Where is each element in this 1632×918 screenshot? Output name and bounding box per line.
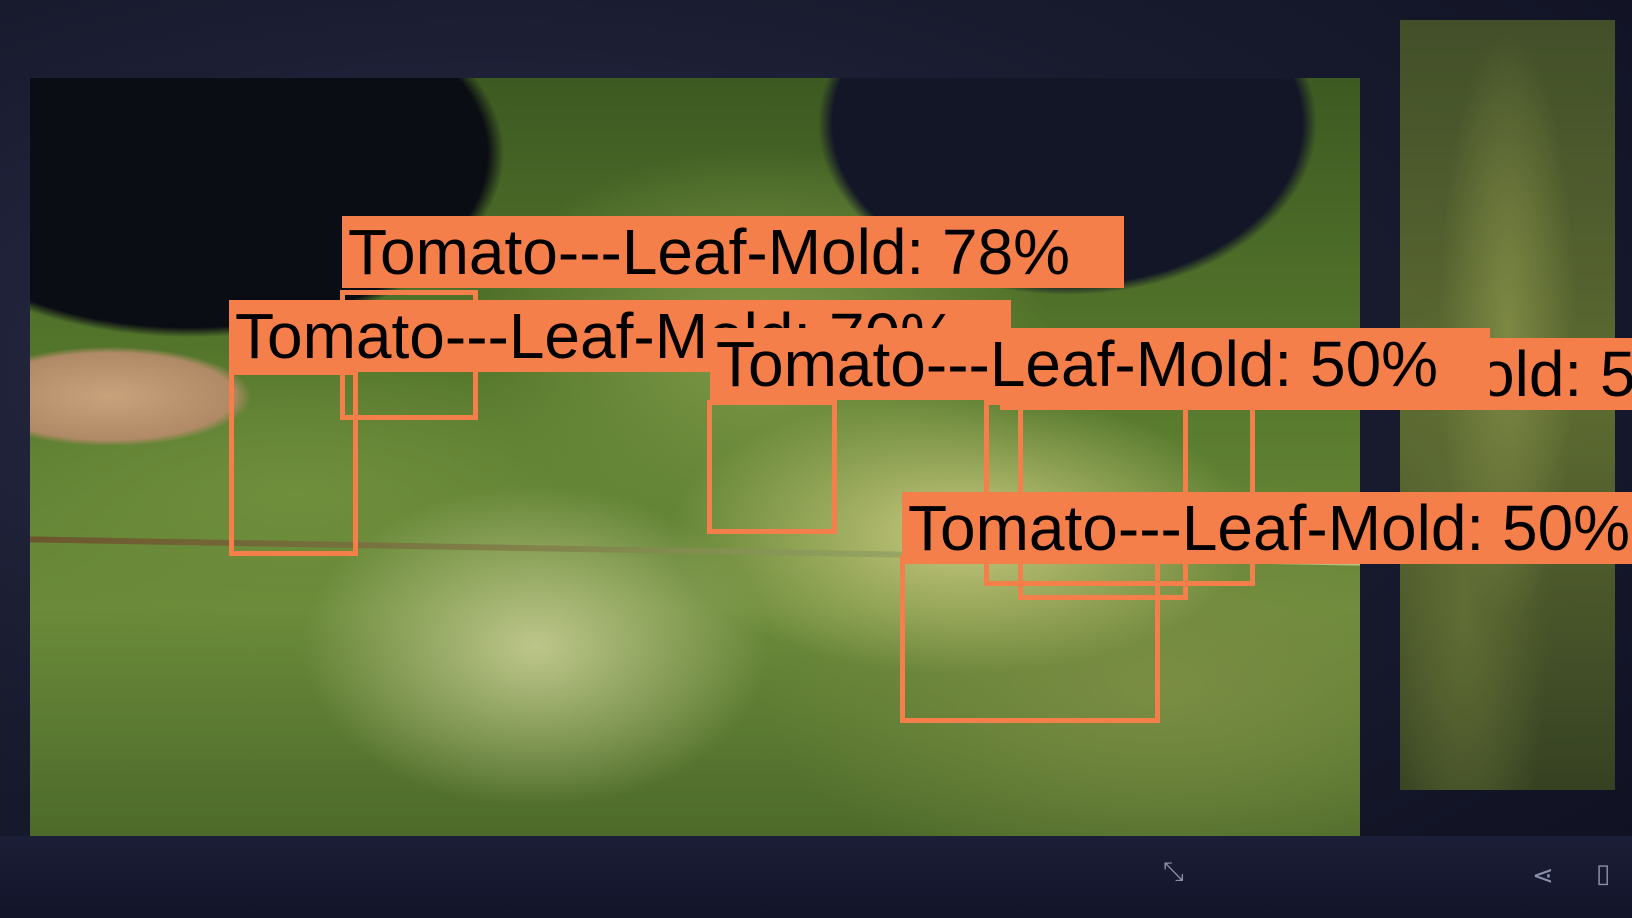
detection-box-6 <box>900 555 1160 723</box>
detection-box-2 <box>229 370 358 556</box>
detection-label-1: Tomato---Leaf-Mold: 78% <box>342 216 1124 288</box>
bookmark-icon[interactable]: ▯ <box>1596 858 1611 888</box>
share-icon[interactable]: ⋖ <box>1532 860 1554 890</box>
expand-icon[interactable]: ⤡ <box>1163 856 1184 886</box>
detection-label-3: Tomato---Leaf-Mold: 50% <box>710 328 1490 400</box>
detection-box-3 <box>707 400 837 534</box>
tomato-leaf-photo <box>30 78 1360 836</box>
screen-bottom-bar <box>0 836 1632 918</box>
detection-label-5: Tomato---Leaf-Mold: 50% <box>902 492 1632 564</box>
